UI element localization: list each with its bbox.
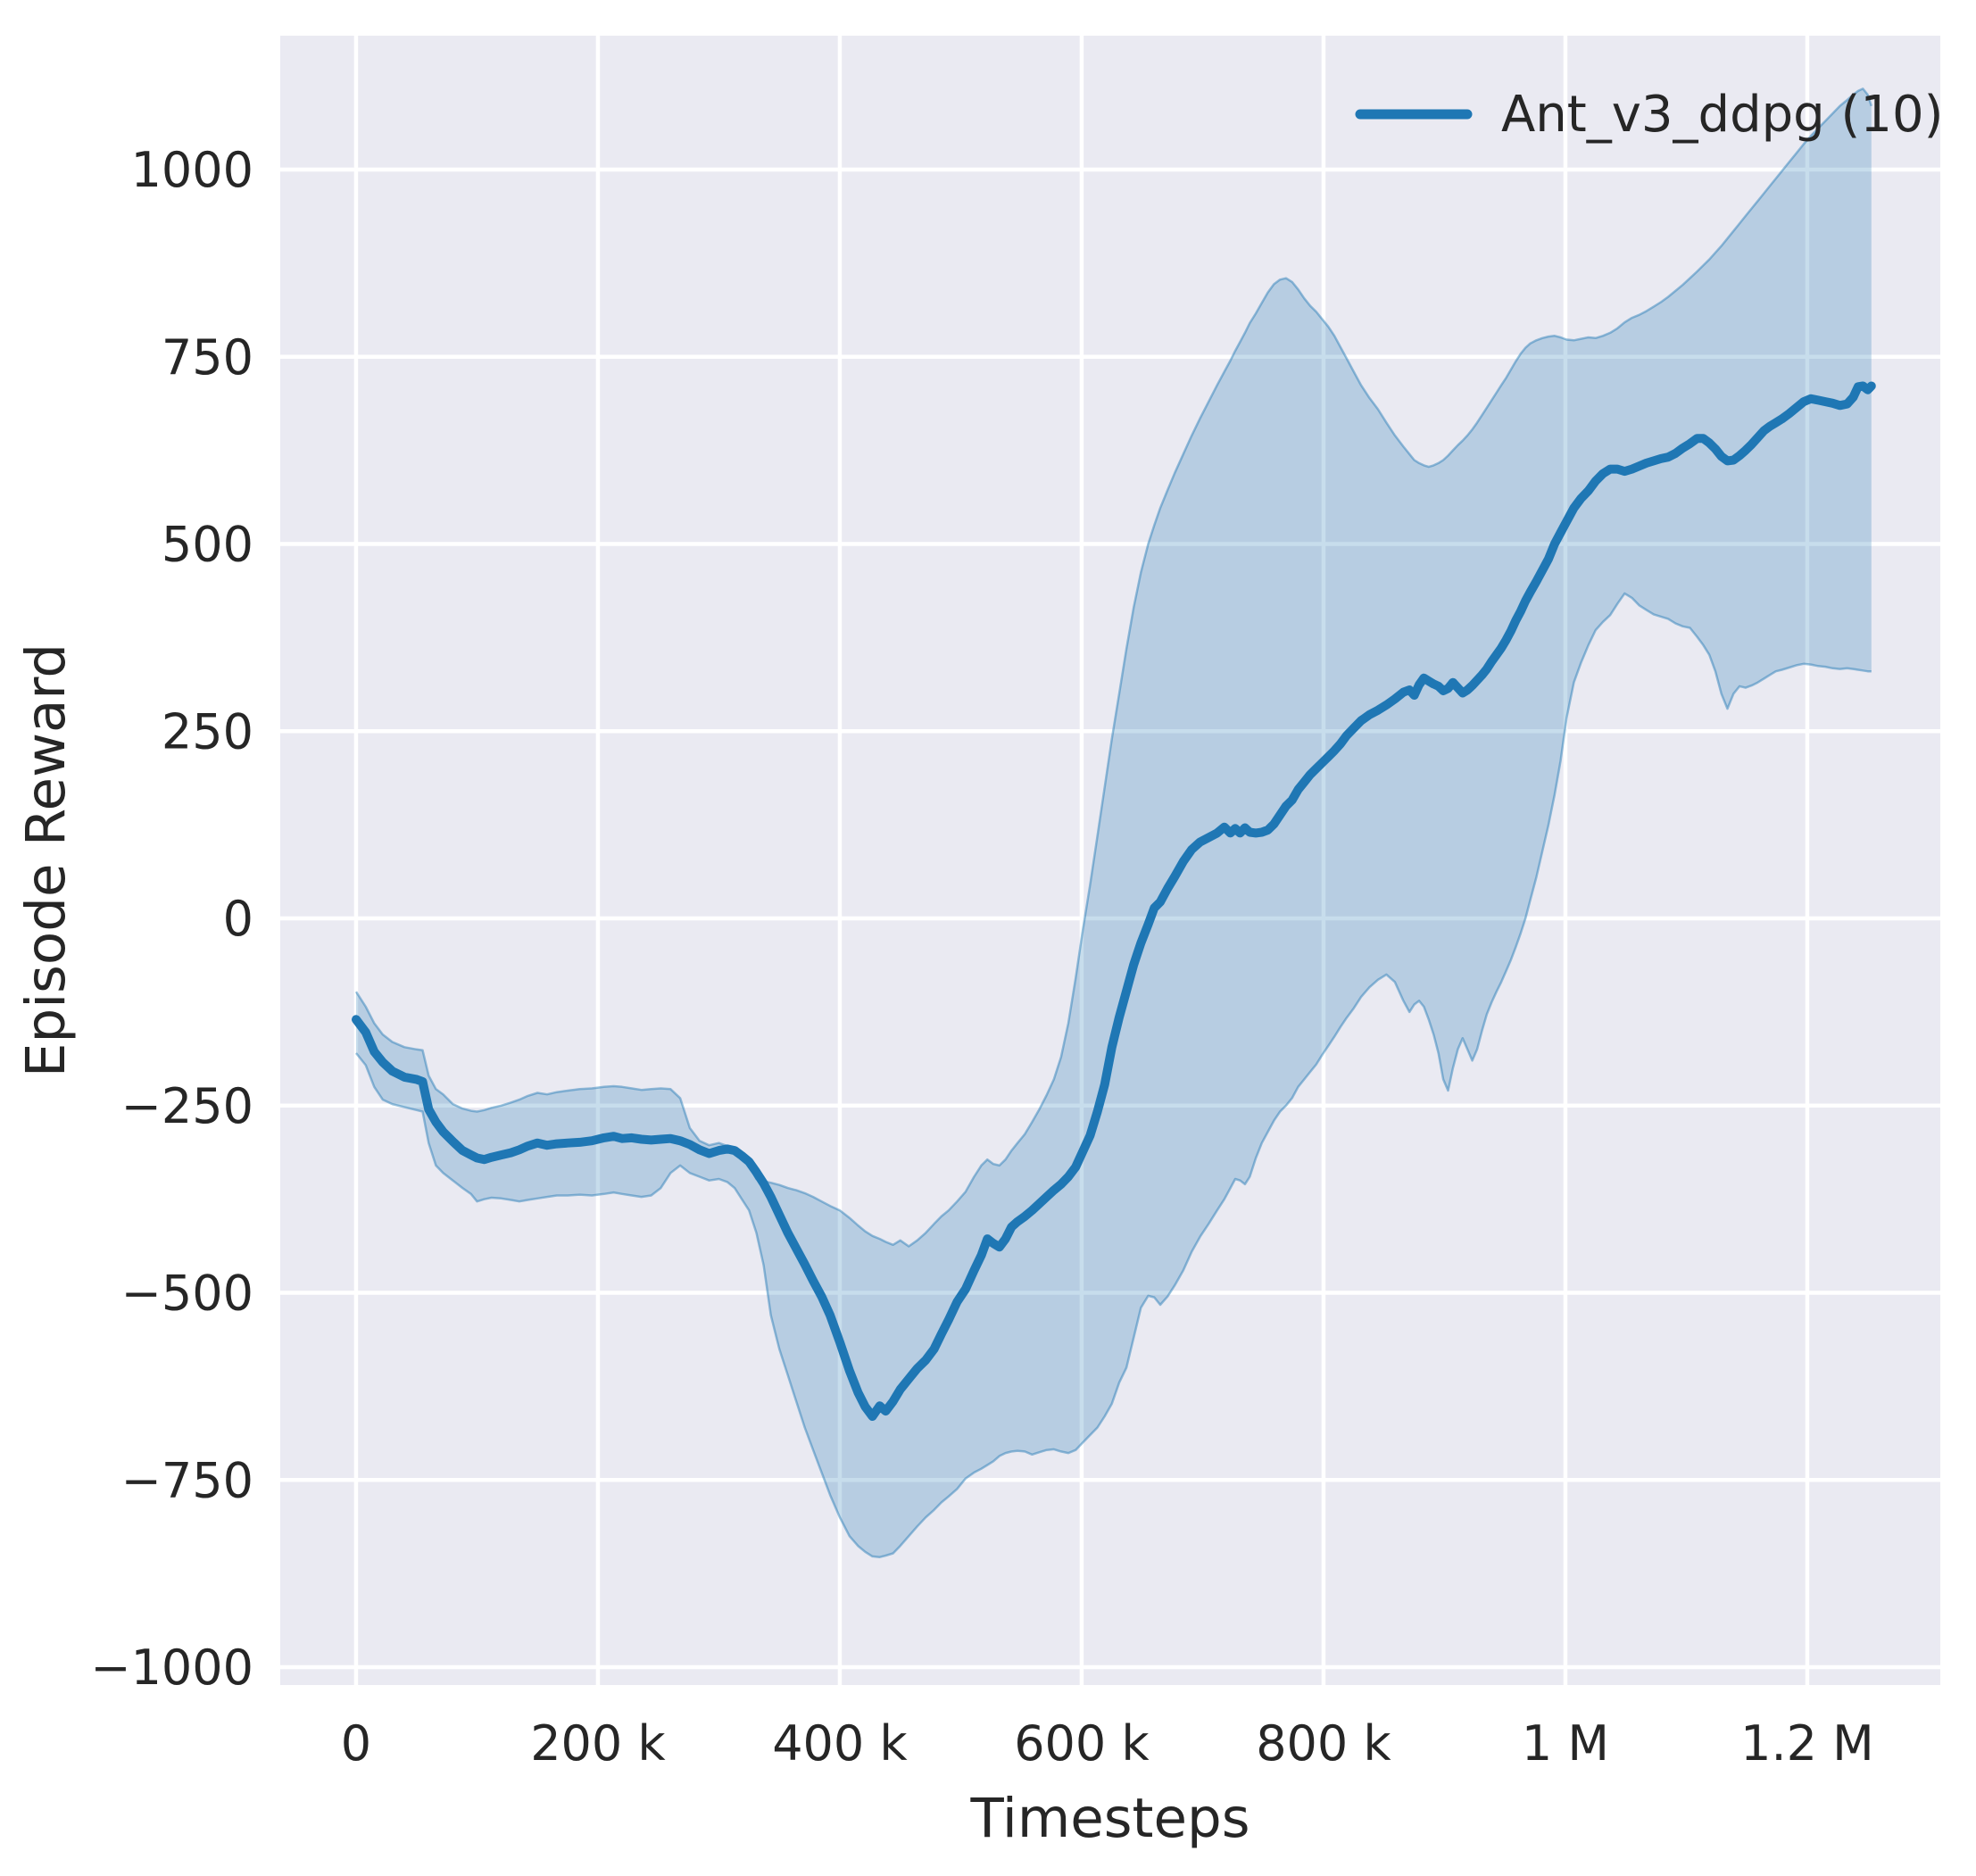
x-tick-label: 0 (341, 1715, 371, 1772)
x-tick-label: 600 k (1014, 1715, 1150, 1772)
y-tick-label: 1000 (131, 142, 253, 198)
x-axis-title: Timesteps (969, 1787, 1250, 1850)
y-tick-label: 250 (162, 703, 253, 760)
band-lower-edge (355, 592, 1872, 1558)
y-tick-label: −750 (121, 1452, 253, 1508)
x-tick-label: 1.2 M (1740, 1715, 1874, 1772)
confidence-band (354, 87, 1872, 1558)
y-tick-label: −1000 (90, 1639, 253, 1696)
y-tick-label: −500 (121, 1266, 253, 1322)
x-axis-tick-labels: 0 200 k 400 k 600 k 800 k 1 M 1.2 M (341, 1715, 1874, 1772)
mean-line (352, 381, 1876, 1421)
gridlines (280, 36, 1940, 1685)
confidence-band-fill (356, 88, 1872, 1557)
y-tick-label: 750 (162, 329, 253, 386)
band-upper-edge (354, 87, 1872, 1248)
x-tick-label: 400 k (772, 1715, 908, 1772)
mean-line-path (352, 381, 1876, 1421)
x-tick-label: 1 M (1522, 1715, 1609, 1772)
legend: Ant_v3_ddpg (10) (1355, 86, 1943, 144)
legend-label: Ant_v3_ddpg (10) (1501, 86, 1943, 144)
y-axis-title: Episode Reward (14, 643, 78, 1077)
y-axis-tick-labels: 1000 750 500 250 0 −250 −500 −750 −1000 (90, 142, 253, 1696)
y-tick-label: 0 (223, 891, 253, 947)
plot-background (280, 36, 1940, 1685)
x-tick-label: 800 k (1256, 1715, 1391, 1772)
x-tick-label: 200 k (530, 1715, 666, 1772)
y-tick-label: 500 (162, 517, 253, 573)
y-tick-label: −250 (121, 1078, 253, 1134)
